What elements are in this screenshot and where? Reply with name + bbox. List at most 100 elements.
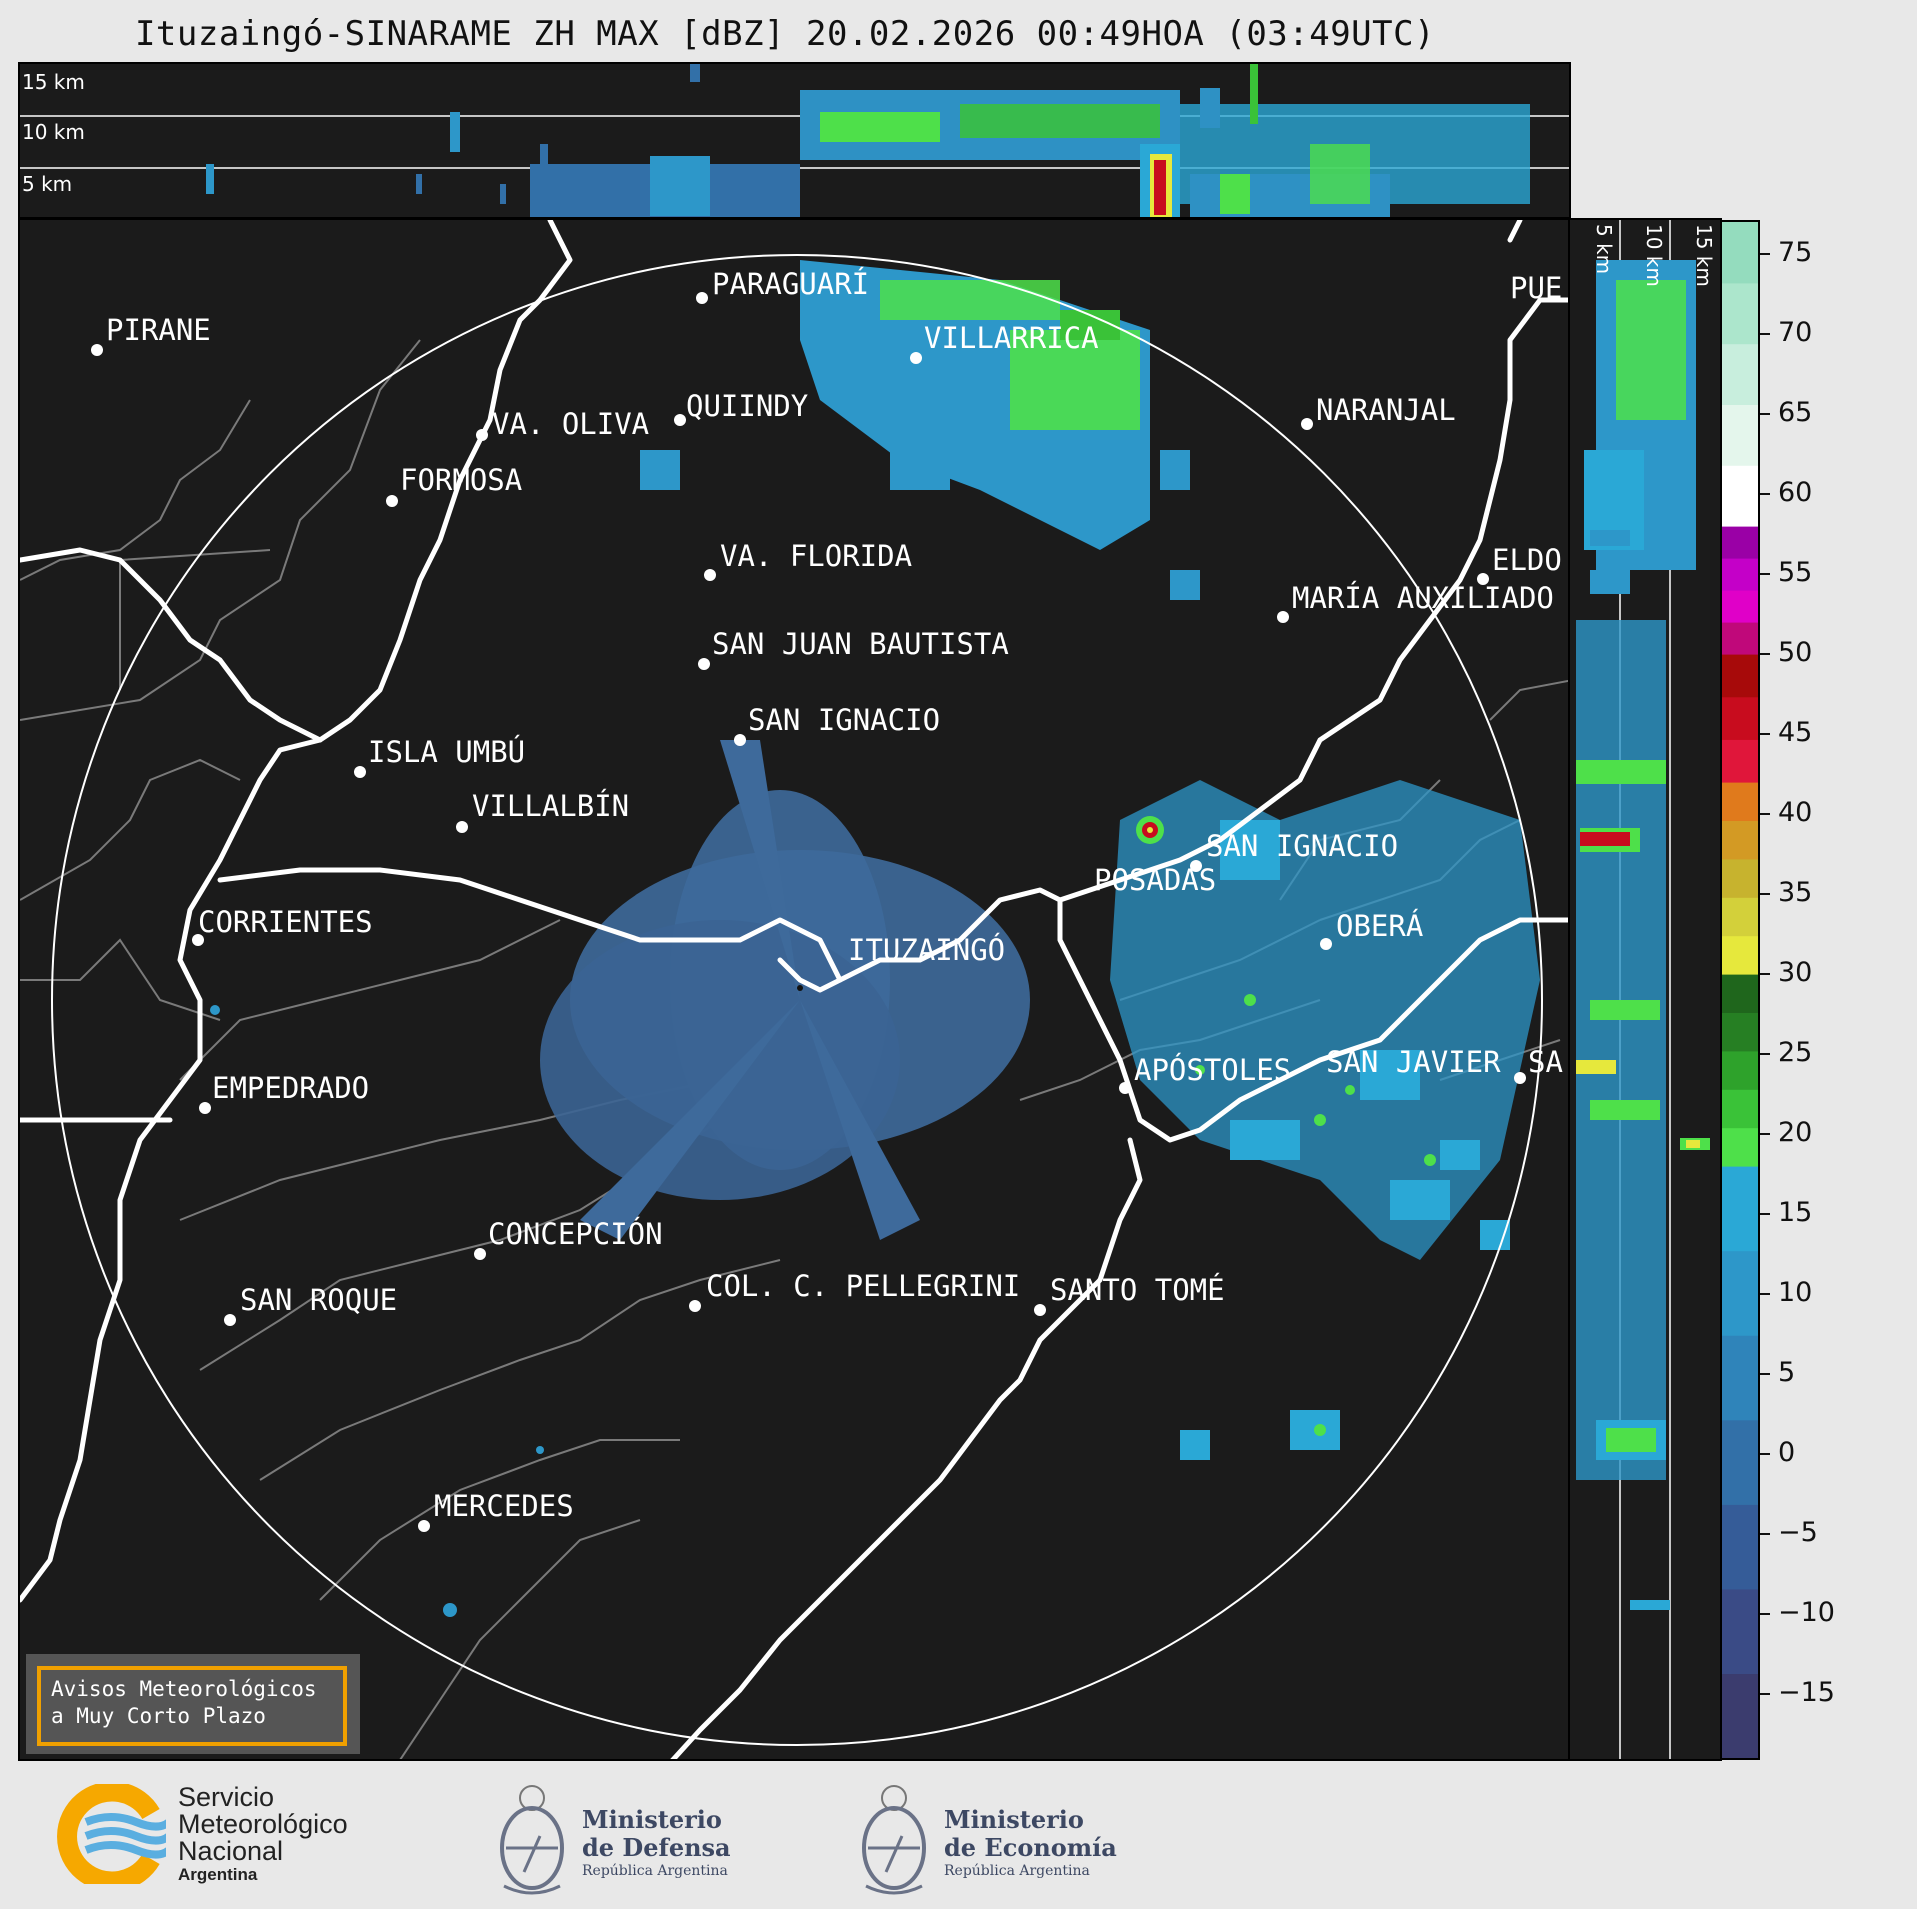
colorbar-band [1722, 1127, 1758, 1167]
city-label: QUIINDY [686, 389, 808, 423]
smn-line-1: Servicio [178, 1782, 275, 1812]
colorbar-tick [1760, 1133, 1770, 1135]
city-label: VILLALBÍN [472, 789, 629, 823]
city-label: PUE [1510, 271, 1562, 305]
rivers-borders [20, 220, 1569, 1759]
side-section-echoes [1576, 220, 1710, 1759]
economia-line-3: República Argentina [944, 1863, 1090, 1879]
defensa-text: Ministerio de Defensa República Argentin… [582, 1806, 731, 1880]
colorbar-band [1722, 1089, 1758, 1129]
economia-line-1: Ministerio [944, 1805, 1084, 1834]
side-vertical-section-panel: 5 km 10 km 15 km [1568, 218, 1722, 1761]
colorbar-band [1722, 404, 1758, 466]
colorbar-tick-label: 70 [1778, 317, 1813, 348]
city-labels: PARAGUARÍ PIRANE VILLARRICA QUIINDY VA. … [106, 267, 1563, 1523]
city-label: POSADAS [1094, 863, 1216, 897]
colorbar-tick [1760, 1293, 1770, 1295]
colorbar-band [1722, 1504, 1758, 1590]
notice-line-1: Avisos Meteorológicos [51, 1677, 317, 1701]
national-shield-icon [500, 1785, 564, 1895]
colorbar-band [1722, 1166, 1758, 1252]
colorbar-tick [1760, 493, 1770, 495]
colorbar-bands [1722, 222, 1758, 1759]
colorbar-tick [1760, 1213, 1770, 1215]
colorbar-band [1722, 590, 1758, 623]
colorbar-band [1722, 526, 1758, 559]
colorbar-band [1722, 654, 1758, 698]
colorbar-tick-label: 55 [1778, 557, 1813, 588]
level-label-15km: 15 km [22, 70, 85, 94]
colorbar-tick-label: 15 [1778, 1197, 1813, 1228]
side-level-label-10km: 10 km [1642, 224, 1666, 287]
colorbar-band [1722, 974, 1758, 1013]
smn-logo-icon [57, 1781, 175, 1892]
footer: Servicio Meteorológico Nacional Argentin… [0, 1762, 1917, 1909]
level-label-10km: 10 km [22, 120, 85, 144]
defensa-emblem [494, 1776, 570, 1904]
top-vertical-section-panel: 15 km 10 km 5 km [18, 62, 1571, 219]
city-label: VA. OLIVA [492, 407, 649, 441]
level-label-5km: 5 km [22, 172, 73, 196]
national-shield-icon [862, 1785, 926, 1895]
colorbar-tick [1760, 253, 1770, 255]
city-label: CONCEPCIÓN [488, 1217, 663, 1251]
city-label: ISLA UMBÚ [368, 735, 525, 769]
colorbar-tick [1760, 573, 1770, 575]
colorbar-band [1722, 1673, 1758, 1759]
colorbar-tick [1760, 413, 1770, 415]
colorbar-band [1722, 1419, 1758, 1505]
city-label: PARAGUARÍ [712, 267, 869, 301]
radar-echoes [210, 260, 1540, 1617]
colorbar-tick-label: −10 [1778, 1597, 1835, 1628]
colorbar-band [1722, 558, 1758, 591]
colorbar-band [1722, 1250, 1758, 1336]
colorbar-band [1722, 935, 1758, 975]
city-label: EMPEDRADO [212, 1071, 369, 1105]
colorbar-tick-label: 65 [1778, 397, 1813, 428]
city-label: VA. FLORIDA [720, 539, 912, 573]
colorbar-band [1722, 1012, 1758, 1052]
colorbar-tick [1760, 893, 1770, 895]
notice-line-2: a Muy Corto Plazo [51, 1704, 266, 1728]
colorbar-band [1722, 465, 1758, 527]
colorbar-band [1722, 1588, 1758, 1675]
colorbar-band [1722, 343, 1758, 405]
defensa-line-1: Ministerio [582, 1805, 722, 1834]
colorbar-band [1722, 1050, 1758, 1090]
colorbar-band [1722, 897, 1758, 937]
smn-logo [56, 1781, 175, 1892]
colorbar-tick-label: 75 [1778, 237, 1813, 268]
colorbar-band [1722, 1335, 1758, 1421]
city-label: ELDO [1492, 543, 1562, 577]
colorbar-band [1722, 858, 1758, 898]
notice-box[interactable]: Avisos Meteorológicos a Muy Corto Plazo [37, 1666, 347, 1746]
colorbar-tick-label: 50 [1778, 637, 1813, 668]
range-ring [51, 254, 1543, 1746]
colorbar-tick-label: 60 [1778, 477, 1813, 508]
notice-box-bg: Avisos Meteorológicos a Muy Corto Plazo [26, 1654, 360, 1754]
top-section-echoes [20, 64, 1569, 217]
colorbar-tick [1760, 1613, 1770, 1615]
colorbar-tick [1760, 1373, 1770, 1375]
city-label: OBERÁ [1336, 909, 1423, 943]
colorbar-tick [1760, 1453, 1770, 1455]
colorbar-tick-label: 35 [1778, 877, 1813, 908]
city-label: APÓSTOLES [1134, 1053, 1291, 1087]
colorbar-tick [1760, 653, 1770, 655]
colorbar-tick-label: 30 [1778, 957, 1813, 988]
smn-line-3: Nacional [178, 1836, 284, 1866]
side-level-label-5km: 5 km [1592, 224, 1616, 275]
colorbar-tick [1760, 1693, 1770, 1695]
city-label: PIRANE [106, 313, 211, 347]
colorbar-tick [1760, 813, 1770, 815]
smn-line-4: Argentina [178, 1865, 258, 1884]
colorbar-tick-label: 20 [1778, 1117, 1813, 1148]
defensa-line-3: República Argentina [582, 1863, 728, 1879]
city-label: NARANJAL [1316, 393, 1456, 427]
colorbar-band [1722, 820, 1758, 860]
colorbar-tick [1760, 1053, 1770, 1055]
chart-title: Ituzaingó-SINARAME ZH MAX [dBZ] 20.02.20… [134, 14, 1436, 54]
colorbar-tick [1760, 333, 1770, 335]
city-label: VILLARRICA [924, 321, 1099, 355]
defensa-line-2: de Defensa [582, 1833, 731, 1862]
